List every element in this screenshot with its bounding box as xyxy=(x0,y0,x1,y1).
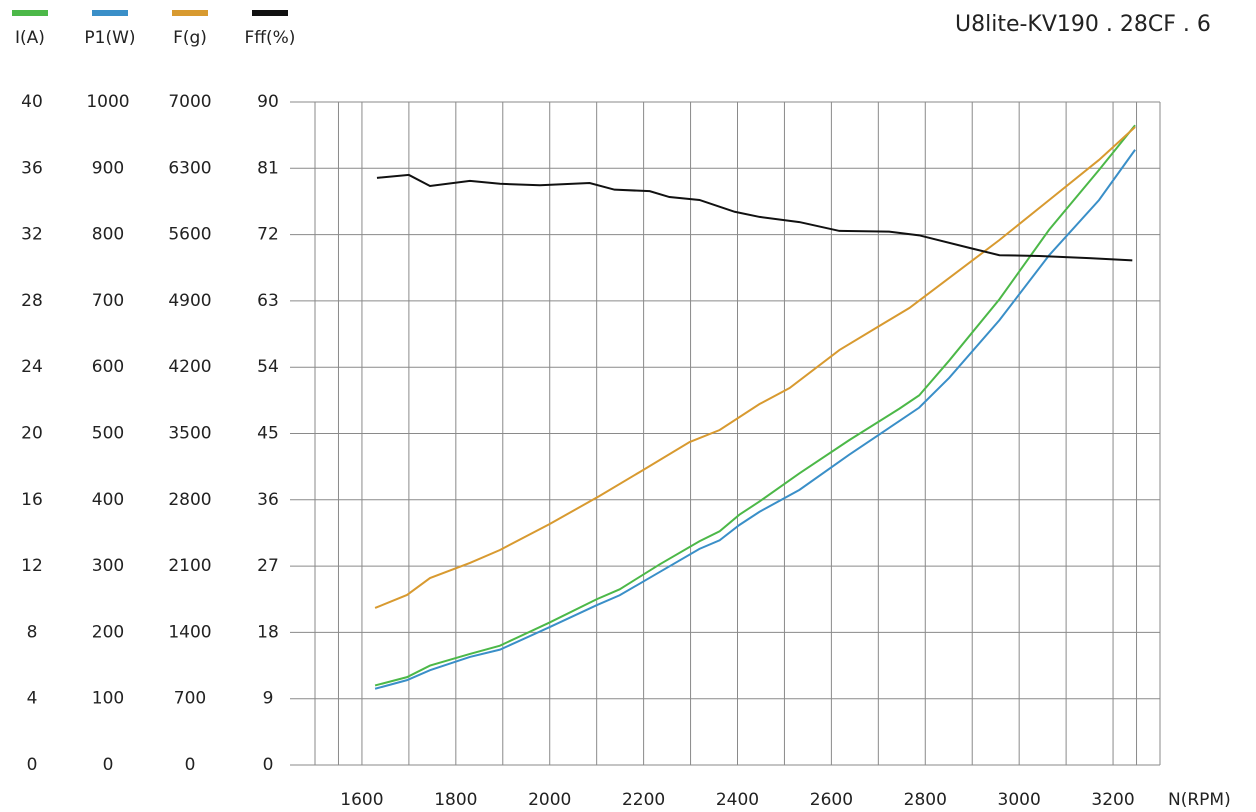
y-tick-label: 72 xyxy=(257,225,279,245)
x-tick-label: 2000 xyxy=(528,790,571,810)
series-line xyxy=(374,124,1136,687)
y-tick-label: 40 xyxy=(21,92,43,112)
series-line xyxy=(374,126,1136,609)
y-tick-label: 200 xyxy=(92,622,124,642)
x-tick-label: 2600 xyxy=(810,790,853,810)
y-tick-label: 90 xyxy=(257,92,279,112)
y-tick-label: 4200 xyxy=(168,357,211,377)
x-tick-label: 2400 xyxy=(716,790,759,810)
x-tick-label: 3000 xyxy=(998,790,1041,810)
y-tick-label: 0 xyxy=(185,755,196,775)
x-tick-label: 2200 xyxy=(622,790,665,810)
legend-label: Fff(%) xyxy=(245,28,296,48)
y-tick-label: 20 xyxy=(21,424,43,444)
y-tick-label: 16 xyxy=(21,490,43,510)
y-tick-label: 36 xyxy=(257,490,279,510)
chart-title: U8lite-KV190 . 28CF . 6 xyxy=(955,12,1211,37)
y-tick-label: 32 xyxy=(21,225,43,245)
y-tick-label: 700 xyxy=(92,291,124,311)
y-tick-label: 800 xyxy=(92,225,124,245)
x-tick-label: 2800 xyxy=(904,790,947,810)
y-tick-label: 300 xyxy=(92,556,124,576)
x-tick-label: 1600 xyxy=(340,790,383,810)
legend-swatch xyxy=(172,10,208,16)
x-tick-label: 1800 xyxy=(434,790,477,810)
y-tick-label: 12 xyxy=(21,556,43,576)
y-tick-label: 0 xyxy=(263,755,274,775)
x-tick-label: 3200 xyxy=(1091,790,1134,810)
y-tick-label: 100 xyxy=(92,689,124,709)
legend-label: P1(W) xyxy=(84,28,135,48)
y-tick-label: 9 xyxy=(263,689,274,709)
legend-swatch xyxy=(252,10,288,16)
y-tick-label: 400 xyxy=(92,490,124,510)
y-tick-label: 36 xyxy=(21,158,43,178)
y-tick-label: 2800 xyxy=(168,490,211,510)
y-tick-label: 1000 xyxy=(86,92,129,112)
y-tick-label: 500 xyxy=(92,424,124,444)
y-tick-label: 0 xyxy=(27,755,38,775)
legend-label: F(g) xyxy=(173,28,207,48)
legend-swatch xyxy=(12,10,48,16)
x-axis-label: N(RPM) xyxy=(1168,790,1231,810)
y-tick-label: 700 xyxy=(174,689,206,709)
series-line xyxy=(376,173,1133,262)
y-tick-label: 0 xyxy=(103,755,114,775)
y-tick-label: 45 xyxy=(257,424,279,444)
legend-swatch xyxy=(92,10,128,16)
y-tick-label: 18 xyxy=(257,622,279,642)
y-tick-label: 900 xyxy=(92,158,124,178)
y-tick-label: 24 xyxy=(21,357,43,377)
y-tick-label: 28 xyxy=(21,291,43,311)
y-tick-label: 1400 xyxy=(168,622,211,642)
y-tick-label: 5600 xyxy=(168,225,211,245)
y-tick-label: 6300 xyxy=(168,158,211,178)
y-tick-label: 2100 xyxy=(168,556,211,576)
y-tick-label: 600 xyxy=(92,357,124,377)
y-tick-label: 8 xyxy=(27,622,38,642)
y-tick-label: 54 xyxy=(257,357,279,377)
y-tick-label: 4900 xyxy=(168,291,211,311)
legend-label: I(A) xyxy=(15,28,45,48)
series-line xyxy=(374,149,1136,690)
y-tick-label: 4 xyxy=(27,689,38,709)
y-tick-label: 81 xyxy=(257,158,279,178)
y-tick-label: 27 xyxy=(257,556,279,576)
y-tick-label: 7000 xyxy=(168,92,211,112)
y-tick-label: 3500 xyxy=(168,424,211,444)
y-tick-label: 63 xyxy=(257,291,279,311)
